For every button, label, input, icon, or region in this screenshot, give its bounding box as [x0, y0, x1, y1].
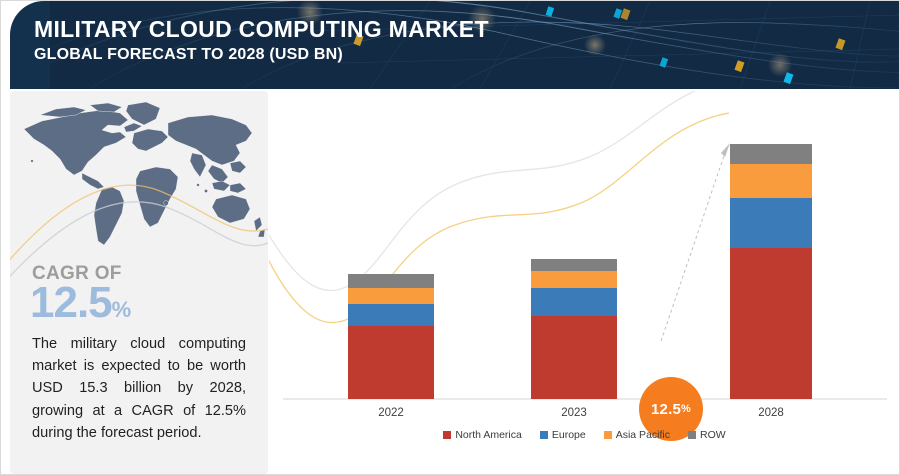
- header-decorative-arcs: [10, 1, 899, 89]
- legend-swatch-row: [688, 431, 696, 439]
- legend-label-row: ROW: [700, 429, 726, 441]
- cagr-label: CAGR OF: [32, 263, 122, 284]
- page-subtitle: GLOBAL FORECAST TO 2028 (USD BN): [34, 46, 343, 63]
- chart-background-curves: [269, 91, 887, 400]
- cagr-callout-percent: %: [681, 403, 691, 415]
- bar-2023-segment-north-america: [531, 316, 617, 399]
- left-summary-panel: CAGR OF 12.5% The military cloud computi…: [10, 91, 268, 474]
- summary-paragraph: The military cloud computing market is e…: [32, 336, 246, 441]
- legend-item-row[interactable]: ROW: [688, 429, 726, 441]
- cagr-number: 12.5: [30, 278, 113, 327]
- legend-item-europe[interactable]: Europe: [539, 429, 586, 441]
- bar-2022-segment-europe: [348, 304, 434, 326]
- cagr-pointer-arrow: [660, 143, 730, 342]
- bar-2023-segment-row: [531, 259, 617, 271]
- cagr-percent-sign: %: [111, 297, 132, 322]
- bar-2022-segment-asia-pacific: [348, 288, 434, 304]
- cagr-callout-value: 12.5: [651, 400, 681, 418]
- x-axis-label-2023: 2023: [561, 407, 587, 419]
- cagr-value: 12.5%: [30, 278, 132, 327]
- legend-label-europe: Europe: [551, 429, 586, 441]
- bar-2022[interactable]: [348, 274, 434, 399]
- header-left-rounded-corner: [10, 1, 50, 89]
- legend-label-asia-pacific: Asia Pacific: [615, 429, 670, 441]
- world-map-icon: [16, 99, 268, 251]
- bar-2028-segment-north-america: [730, 248, 812, 399]
- x-axis-label-2028: 2028: [758, 407, 784, 419]
- header-banner: MILITARY CLOUD COMPUTING MARKET GLOBAL F…: [10, 1, 899, 89]
- stacked-bar-chart: 12.5% 2022 2023 2028 North America Europ…: [269, 91, 899, 474]
- cagr-callout-bubble[interactable]: 12.5%: [639, 377, 703, 441]
- legend-item-asia-pacific[interactable]: Asia Pacific: [603, 429, 670, 441]
- bar-2022-segment-north-america: [348, 326, 434, 399]
- bar-2023-segment-europe: [531, 288, 617, 316]
- bar-2023-segment-asia-pacific: [531, 271, 617, 288]
- legend-item-north-america[interactable]: North America: [443, 429, 522, 441]
- legend-swatch-asia-pacific: [603, 431, 612, 439]
- chart-legend: North America Europe Asia Pacific ROW: [269, 429, 899, 441]
- bar-2028-segment-europe: [730, 198, 812, 248]
- bar-2028[interactable]: [730, 144, 812, 399]
- bar-2023[interactable]: [531, 259, 617, 399]
- bar-2028-segment-asia-pacific: [730, 164, 812, 198]
- bar-2028-segment-row: [730, 144, 812, 164]
- page-title: MILITARY CLOUD COMPUTING MARKET: [34, 16, 489, 42]
- legend-label-north-america: North America: [455, 429, 522, 441]
- x-axis-label-2022: 2022: [378, 407, 404, 419]
- legend-swatch-north-america: [443, 431, 452, 439]
- legend-swatch-europe: [539, 431, 548, 439]
- bar-2022-segment-row: [348, 274, 434, 288]
